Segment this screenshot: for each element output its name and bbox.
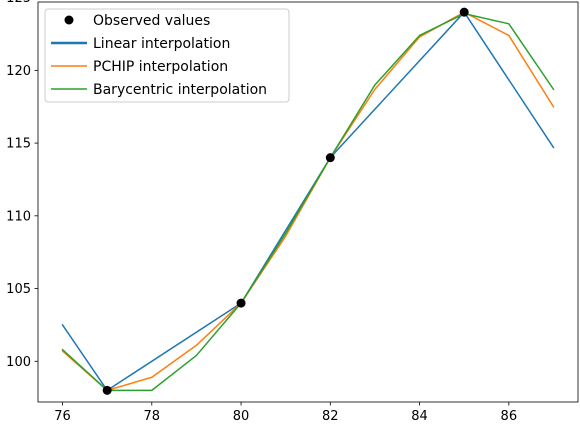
y-tick-label: 105	[6, 282, 31, 297]
legend-label-observed: Observed values	[93, 13, 210, 29]
y-tick-label: 110	[6, 209, 31, 224]
x-tick-label: 86	[501, 409, 518, 424]
y-tick-label: 100	[6, 355, 31, 370]
observed-point	[236, 298, 246, 308]
legend-box	[44, 8, 290, 103]
x-tick-label: 76	[54, 409, 71, 424]
legend-label-1: Linear interpolation	[93, 36, 230, 52]
legend: Observed values Linear interpolation PCHIP…	[44, 8, 290, 103]
y-tick-label: 120	[6, 64, 31, 79]
x-tick-label: 80	[233, 409, 250, 424]
observed-point	[325, 153, 335, 163]
axes: 76 78 80 82 84 86 100 105 110 115 120 125	[6, 0, 579, 424]
legend-marker-observed	[64, 15, 74, 25]
y-tick-label: 125	[6, 0, 31, 6]
observed-point	[102, 385, 112, 395]
series-line-3	[61, 12, 555, 392]
x-tick-label: 84	[411, 409, 428, 424]
legend-label-2: PCHIP interpolation	[93, 59, 228, 75]
x-tick-label: 78	[144, 409, 161, 424]
y-tick-label: 115	[6, 137, 31, 152]
observed-point	[459, 7, 469, 17]
series-line-1	[61, 11, 555, 392]
series-layer	[61, 7, 555, 395]
axes-frame	[37, 1, 579, 403]
legend-label-3: Barycentric interpolation	[93, 82, 267, 98]
x-tick-label: 82	[322, 409, 339, 424]
